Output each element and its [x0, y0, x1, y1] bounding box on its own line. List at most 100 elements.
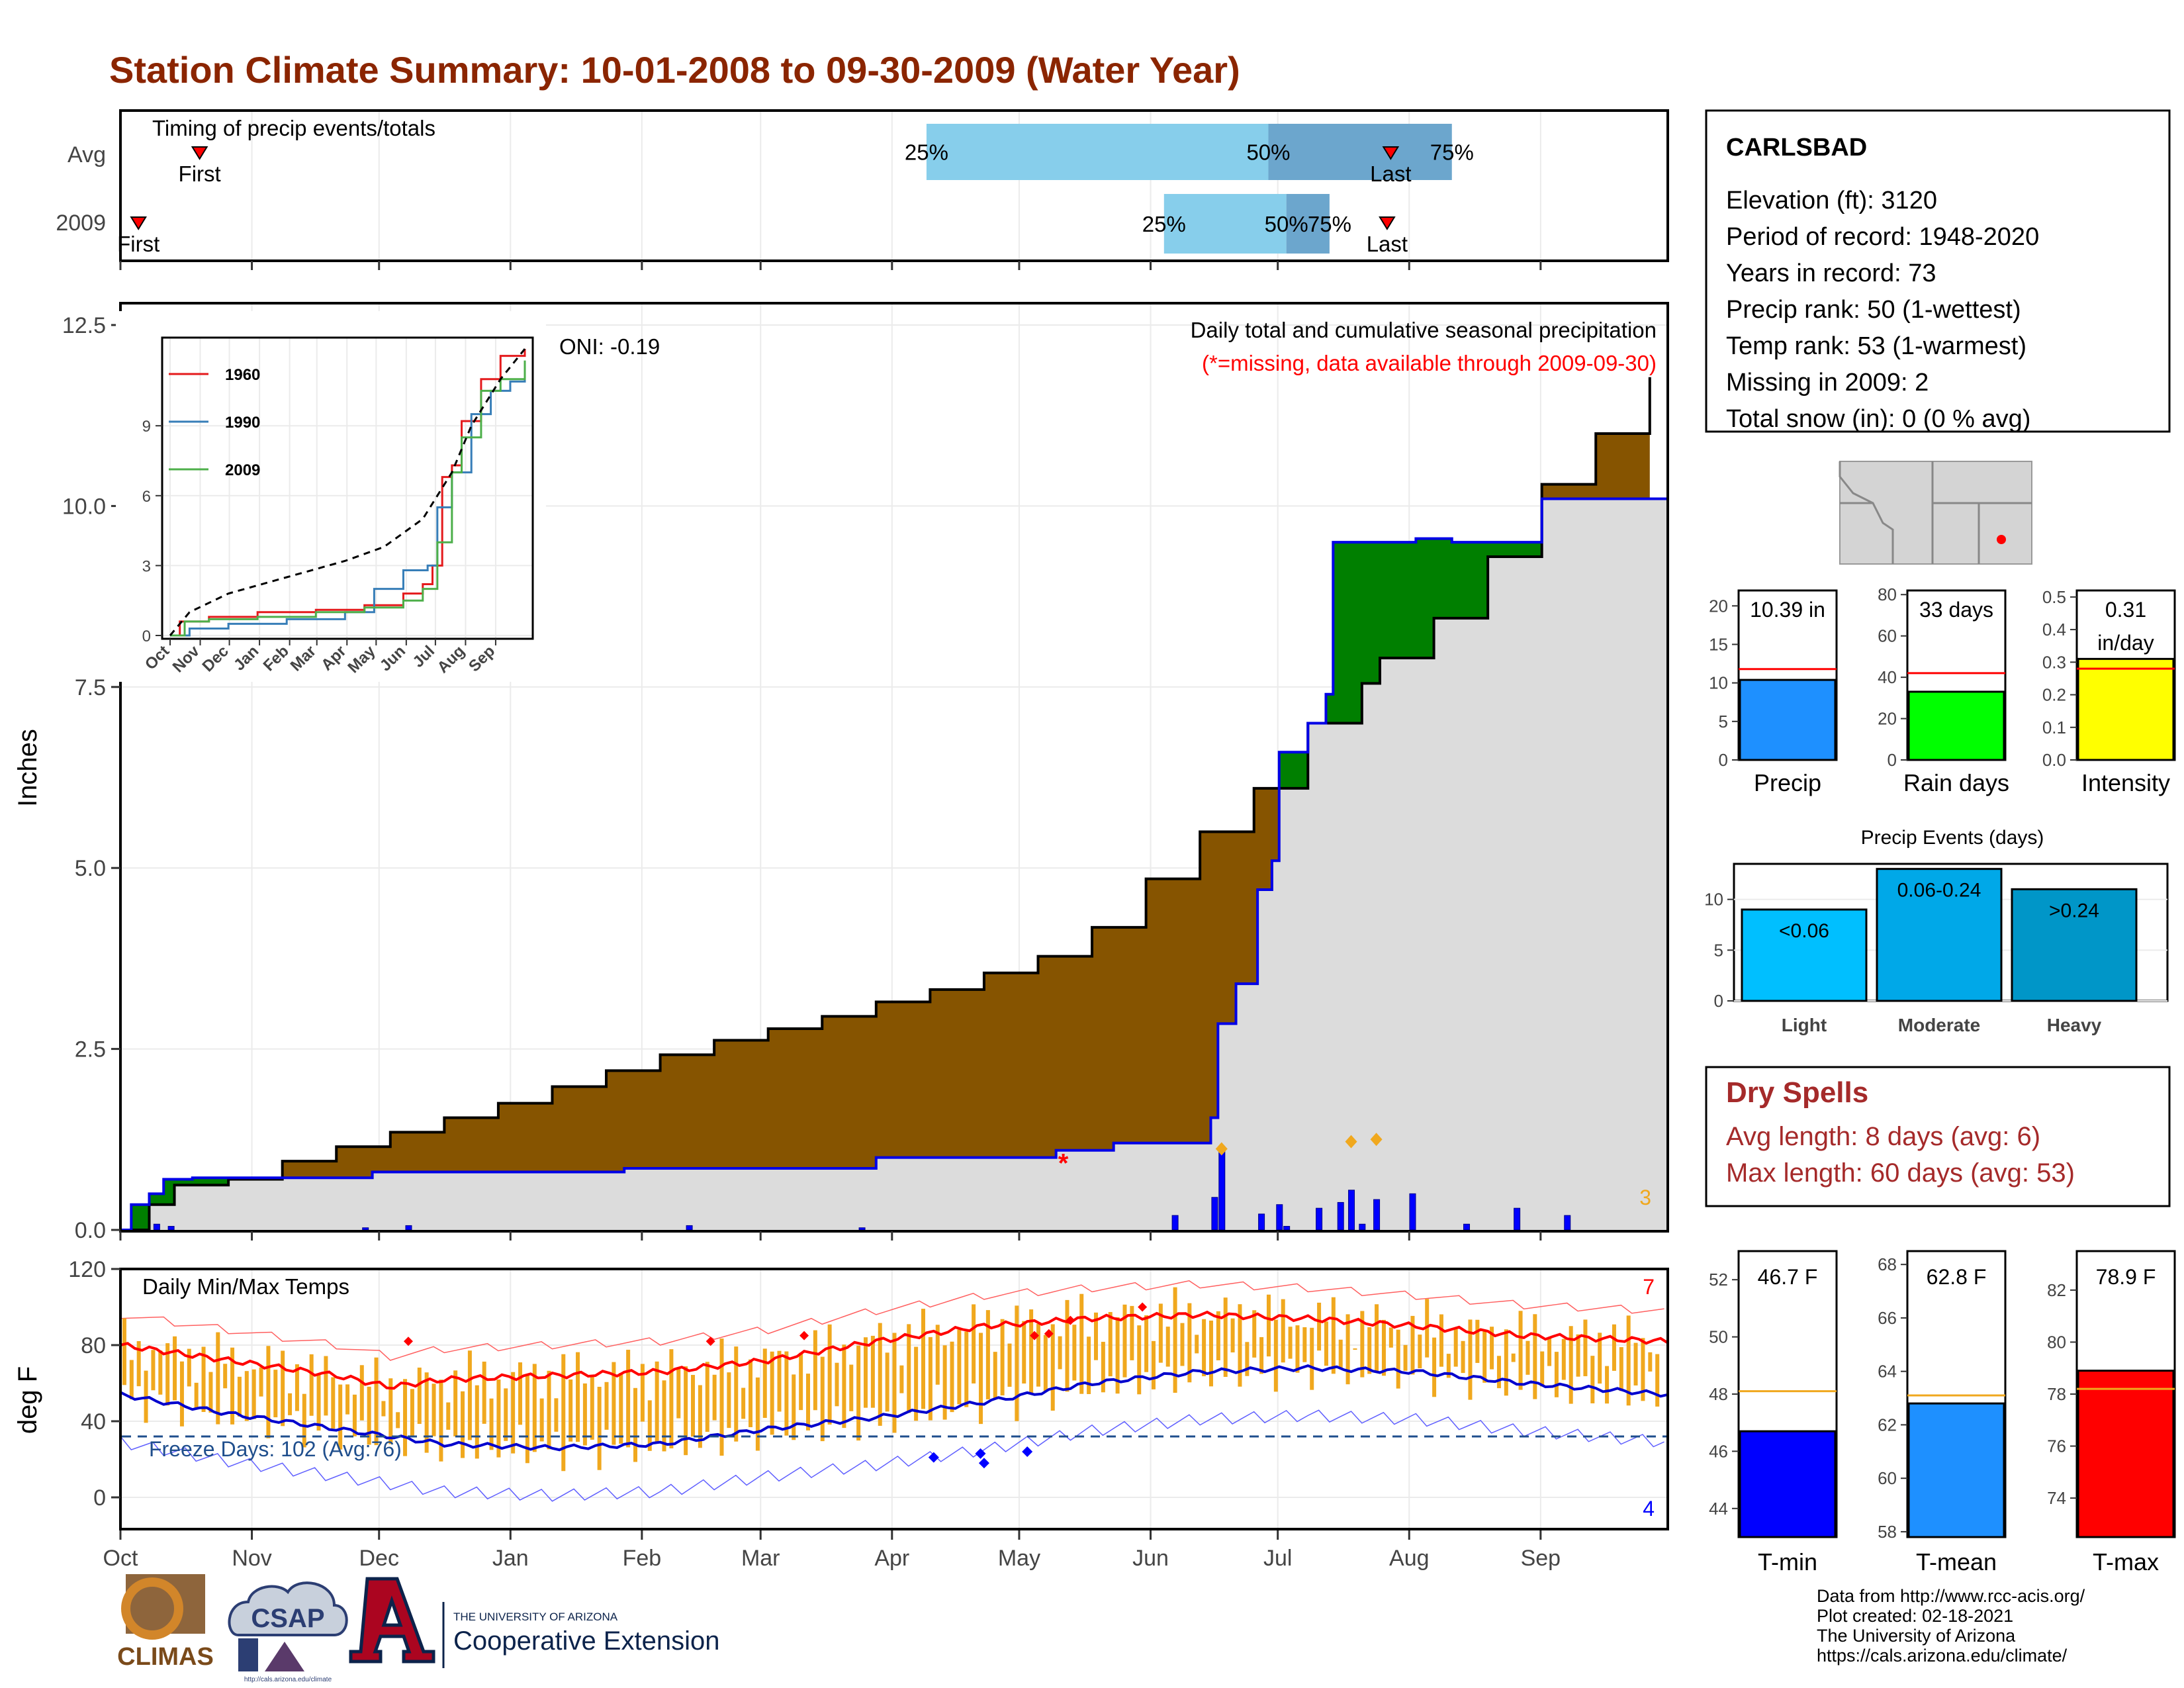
- temp-summary-ytick-label: 64: [1878, 1362, 1897, 1382]
- daily-temp-bar: [122, 1318, 126, 1385]
- daily-temp-bar: [1266, 1294, 1271, 1357]
- daily-temp-bar: [1151, 1340, 1156, 1389]
- daily-temp-bar: [1403, 1344, 1408, 1371]
- inset-legend-label: 2009: [225, 461, 260, 479]
- csap-logo-text: CSAP: [251, 1604, 324, 1633]
- station-line-snow: Total snow (in): 0 (0 % avg): [1726, 405, 2030, 433]
- month-label: May: [998, 1546, 1040, 1571]
- daily-temp-bar: [251, 1369, 256, 1419]
- cumulative-2009-line: [120, 377, 1651, 1231]
- events-category-label: Light: [1782, 1015, 1827, 1035]
- daily-temp-bar: [964, 1331, 969, 1407]
- temp-summary-ytick-label: 44: [1709, 1499, 1728, 1519]
- daily-temp-bar: [1461, 1340, 1465, 1374]
- daily-temp-bar: [1533, 1314, 1537, 1399]
- timing-avg-first-marker: [191, 146, 208, 160]
- daily-temp-bar: [1281, 1299, 1285, 1363]
- daily-temp-bar: [878, 1323, 882, 1426]
- daily-temp-bar: [1273, 1319, 1278, 1392]
- daily-temp-bar: [1576, 1334, 1580, 1377]
- daily-precip-bar: [1348, 1190, 1355, 1231]
- daily-precip-bar: [1409, 1193, 1416, 1231]
- daily-temp-bar: [914, 1346, 919, 1421]
- temp-summary-ytick-label: 74: [2047, 1488, 2066, 1508]
- daily-temp-bar: [972, 1304, 976, 1383]
- daily-temp-bar: [1252, 1310, 1257, 1358]
- daily-temp-bar: [1375, 1304, 1379, 1373]
- record-high-marker: [705, 1336, 715, 1346]
- daily-temp-bar: [1072, 1325, 1077, 1381]
- precip-bar: [1739, 679, 1837, 761]
- daily-precip-bar: [362, 1227, 369, 1231]
- precip-panel-frame: [119, 302, 1669, 1233]
- daily-temp-bar: [777, 1350, 782, 1412]
- daily-temp-bar: [1432, 1337, 1437, 1397]
- daily-temp-bar: [784, 1351, 789, 1436]
- timing-year-last-label: Last: [1367, 232, 1408, 256]
- daily-temp-bar: [295, 1364, 299, 1411]
- events-ytick-label: 0: [1714, 991, 1723, 1011]
- daily-temp-bar: [669, 1349, 674, 1448]
- daily-temp-bar: [1439, 1314, 1443, 1367]
- daily-temp-bar: [1165, 1327, 1170, 1367]
- intensity-bar: [2077, 657, 2175, 761]
- temp-ytick-label: 40: [81, 1409, 106, 1434]
- daily-temp-bar: [612, 1362, 616, 1445]
- daily-temp-bar: [1388, 1327, 1393, 1348]
- daily-temp-bar: [799, 1352, 803, 1411]
- daily-temp-bar: [216, 1332, 220, 1425]
- daily-temp-bar: [302, 1393, 306, 1448]
- daily-temp-bar: [1525, 1340, 1530, 1375]
- credits: Data from http://www.rcc-acis.org/ Plot …: [1817, 1586, 2085, 1665]
- daily-temp-bar: [1482, 1329, 1487, 1383]
- daily-temp-bar: [647, 1400, 652, 1451]
- credit-url: https://cals.arizona.edu/climate/: [1817, 1646, 2068, 1665]
- inset-series-1990-line: [170, 372, 526, 637]
- timing-year-first-marker: [130, 216, 147, 230]
- daily-precip-bar: [153, 1223, 160, 1231]
- daily-temp-bar: [770, 1351, 774, 1435]
- daily-temp-bar: [1396, 1329, 1400, 1389]
- intensity-ytick-label: 0.4: [2042, 620, 2066, 639]
- daily-temp-bar: [1295, 1325, 1300, 1373]
- daily-temp-bar: [1598, 1333, 1602, 1384]
- climas-logo: CLIMAS: [117, 1574, 214, 1671]
- daily-temp-bar: [582, 1383, 587, 1446]
- dry-spells-title: Dry Spells: [1726, 1076, 1868, 1109]
- intensity-label: Intensity: [2081, 769, 2170, 796]
- temp-summary-ytick-label: 68: [1878, 1254, 1897, 1274]
- temp-panel-frame: [119, 1268, 1669, 1530]
- daily-temp-bar: [532, 1364, 537, 1452]
- daily-temp-bar: [935, 1325, 940, 1385]
- month-label: Sep: [1521, 1546, 1561, 1571]
- temp-summary-value: 78.9 F: [2096, 1265, 2156, 1289]
- events-bar-range-label: <0.06: [1779, 920, 1829, 942]
- daily-temp-bar: [316, 1374, 321, 1431]
- daily-temp-bar: [993, 1352, 997, 1399]
- daily-temp-bar: [1223, 1297, 1228, 1378]
- extreme-precip-marker: [1215, 1142, 1228, 1156]
- timing-row-avg-label: Avg: [68, 142, 106, 167]
- daily-temp-bar: [619, 1373, 623, 1444]
- daily-temp-bar: [640, 1364, 645, 1422]
- events-bar-range-label: >0.24: [2049, 900, 2099, 921]
- inset-series-2009-line: [170, 360, 526, 637]
- daily-precip-bar: [1564, 1215, 1571, 1231]
- daily-temp-bar: [885, 1352, 889, 1412]
- rain_days-ytick-label: 40: [1878, 667, 1897, 687]
- rain_days-ytick-label: 20: [1878, 709, 1897, 729]
- daily-temp-bar: [1000, 1319, 1005, 1396]
- daily-temp-bar: [1122, 1304, 1127, 1378]
- daily-temp-bar: [1648, 1352, 1653, 1372]
- daily-precip-bar: [167, 1226, 175, 1231]
- daily-temp-bar: [1130, 1305, 1134, 1360]
- daily-temp-bar: [1367, 1327, 1372, 1374]
- inset-ytick-label: 0: [142, 628, 151, 645]
- precip-panel-subtitle: (*=missing, data available through 2009-…: [1202, 351, 1657, 375]
- daily-temp-bar: [1468, 1319, 1473, 1400]
- daily-temp-bar: [856, 1345, 861, 1441]
- daily-temp-bar: [1590, 1356, 1595, 1403]
- rain_days-value-label: 33 days: [1919, 598, 1993, 622]
- extreme-precip-marker: [1345, 1135, 1357, 1149]
